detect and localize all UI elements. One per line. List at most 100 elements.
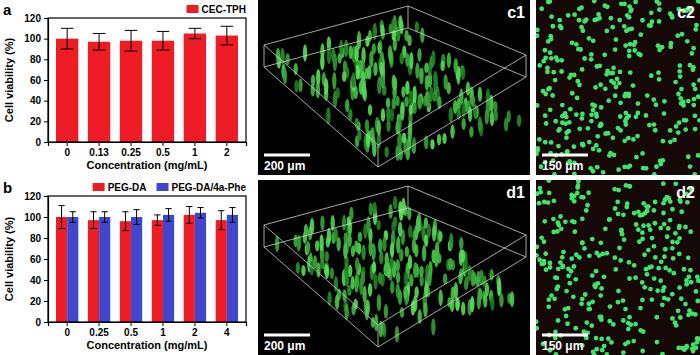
cell [332, 72, 336, 90]
cell [579, 301, 584, 306]
cell [580, 28, 585, 33]
cell [626, 260, 631, 265]
cell [655, 288, 660, 293]
y-tick-mark [44, 217, 48, 218]
cell [543, 140, 548, 145]
cell [497, 278, 501, 296]
cell [572, 12, 577, 17]
cell [631, 137, 636, 142]
cell [674, 124, 679, 129]
cell [354, 275, 358, 293]
y-axis: 020406080100120 [24, 13, 48, 148]
cell [343, 241, 347, 259]
cell [662, 254, 667, 259]
error-bar [197, 208, 203, 219]
cell [396, 271, 400, 283]
cell [348, 265, 352, 278]
cell [696, 94, 700, 99]
cell [368, 283, 372, 297]
cell [638, 32, 643, 37]
cell [548, 265, 553, 270]
cell [435, 248, 439, 260]
cell [668, 218, 673, 223]
cell [691, 349, 696, 354]
scale-bar-label: 150 μm [542, 159, 583, 173]
cell [333, 53, 337, 71]
cell [652, 244, 657, 249]
cell [320, 215, 324, 230]
y-tick-label: 40 [30, 275, 42, 286]
cell [576, 183, 581, 188]
cell [544, 267, 549, 272]
cell [580, 241, 585, 246]
cell [554, 55, 559, 60]
cell [373, 273, 377, 289]
cell [543, 55, 548, 60]
cell [409, 274, 413, 287]
cell [584, 208, 589, 213]
cell [358, 232, 362, 242]
cell [325, 265, 329, 279]
cell [599, 105, 604, 110]
cell [603, 86, 608, 91]
cell [661, 211, 666, 216]
cell [602, 274, 607, 279]
y-tick-label: 20 [30, 296, 42, 307]
cell [536, 326, 539, 331]
cell [679, 209, 684, 214]
cell [649, 297, 654, 302]
cell [662, 99, 667, 104]
cell [638, 328, 643, 333]
cell [673, 80, 678, 85]
cell [365, 36, 369, 47]
cell [388, 45, 392, 61]
cell [573, 326, 578, 331]
cell [587, 253, 592, 258]
cell [642, 252, 647, 257]
cell [536, 253, 539, 258]
cell [574, 42, 579, 47]
x-tick-label: 0.25 [89, 327, 109, 338]
x-axis-title: Concentration (mg/mL) [87, 159, 208, 171]
cell [660, 158, 665, 163]
cell [325, 251, 329, 262]
cell [536, 28, 540, 33]
cell [580, 116, 585, 121]
cell [310, 218, 314, 234]
cell [595, 165, 600, 170]
cell [593, 85, 598, 90]
cell [575, 191, 580, 196]
cell [556, 318, 561, 323]
cell [622, 138, 627, 143]
error-bar [189, 28, 202, 38]
cell [575, 79, 580, 84]
cell [638, 306, 643, 311]
cell [621, 318, 626, 323]
cell [367, 65, 371, 79]
cell [570, 219, 575, 224]
cell [561, 250, 566, 255]
cell [551, 230, 556, 235]
cell [686, 154, 691, 159]
cell [677, 63, 682, 68]
plot-marks [56, 26, 238, 142]
plot-marks [56, 205, 238, 322]
x-tick-label: 1 [192, 147, 198, 158]
scale-bar-label: 150 μm [542, 339, 583, 353]
y-tick-mark [44, 238, 48, 239]
y-tick: 80 [30, 54, 48, 65]
cell [402, 133, 406, 144]
cell [653, 200, 658, 205]
cell [689, 280, 694, 285]
error-bar [229, 208, 235, 223]
cell [668, 139, 673, 144]
cell [638, 213, 643, 218]
cell [644, 267, 649, 272]
cell [675, 33, 680, 38]
cell [565, 321, 570, 326]
cell [640, 280, 645, 285]
cell [623, 111, 628, 116]
cell [633, 322, 638, 327]
cell [589, 119, 594, 124]
cell [688, 164, 693, 169]
